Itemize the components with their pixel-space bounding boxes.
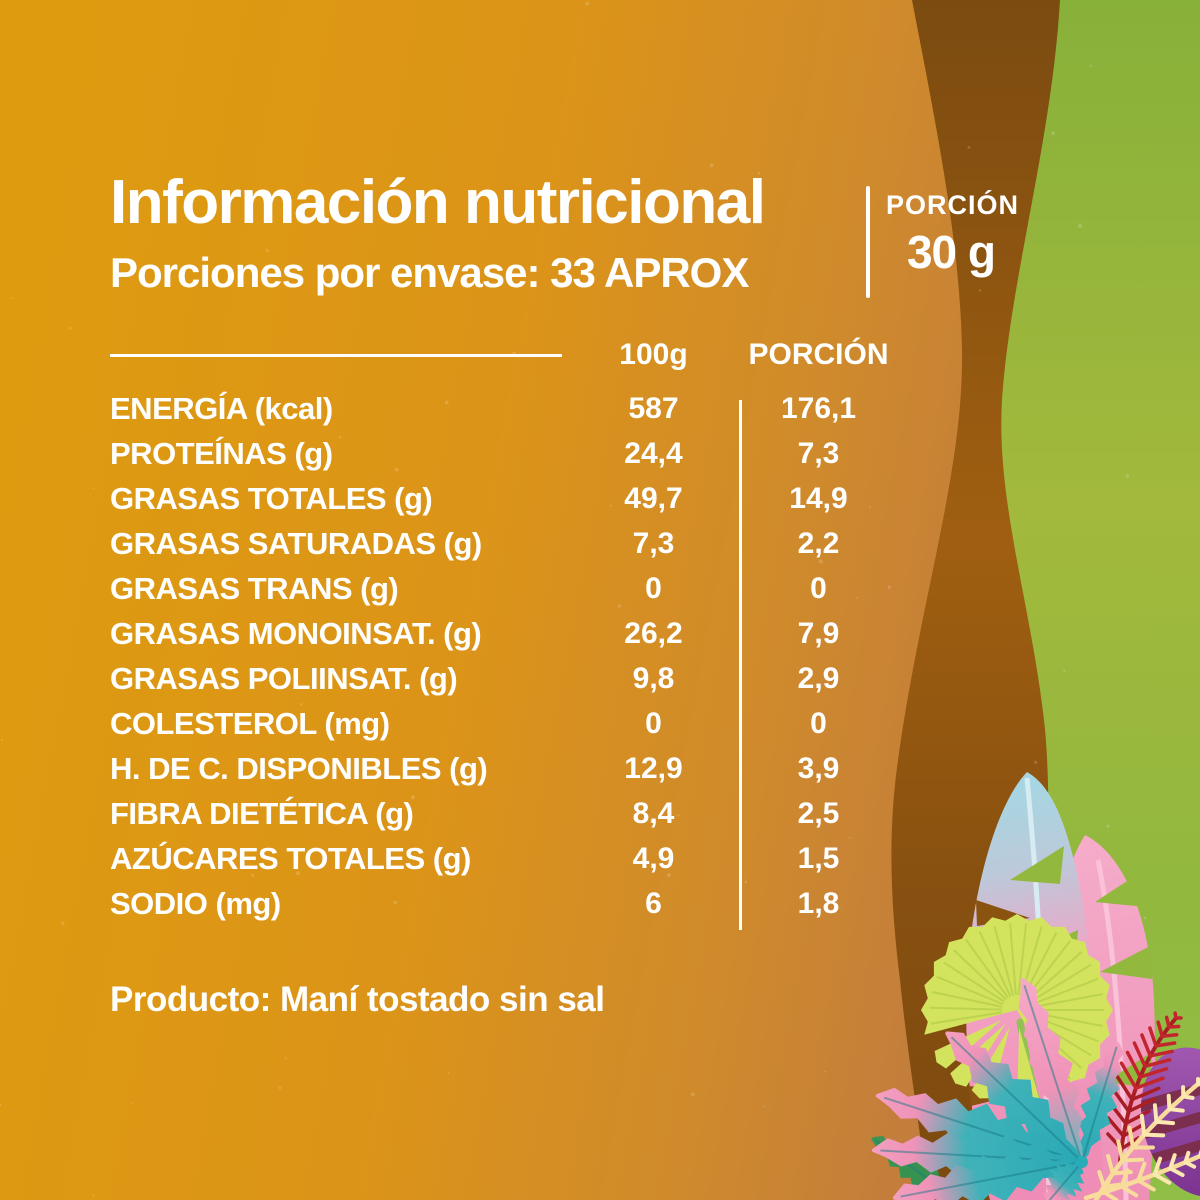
value-portion: 7,9 (797, 616, 840, 650)
value-portion: 3,9 (797, 751, 840, 785)
header-rule (110, 354, 562, 357)
column-header-portion: PORCIÓN (748, 337, 889, 371)
tropical-leaves-illustration (871, 772, 1200, 1200)
value-portion: 2,2 (797, 526, 840, 560)
value-100g: 24,4 (624, 436, 683, 470)
nutrient-label: COLESTEROL (mg) (110, 705, 390, 741)
value-portion: 7,3 (797, 436, 840, 470)
nutrient-label: GRASAS SATURADAS (g) (110, 525, 482, 561)
value-100g: 49,7 (624, 481, 683, 515)
value-100g: 587 (628, 391, 679, 425)
value-portion: 14,9 (789, 481, 848, 515)
servings-per-package: Porciones por envase: 33 APROX (110, 249, 749, 296)
value-100g: 6 (645, 886, 662, 920)
nutrient-label: GRASAS MONOINSAT. (g) (110, 615, 482, 651)
product-name: Producto: Maní tostado sin sal (110, 980, 605, 1019)
value-portion: 2,5 (797, 796, 840, 830)
nutrient-label: AZÚCARES TOTALES (g) (110, 840, 471, 876)
value-100g: 4,9 (632, 841, 675, 875)
table-row: PROTEÍNAS (g) 24,4 7,3 (110, 431, 900, 476)
nutrition-table: 100g PORCIÓN ENERGÍA (kcal) 587 176,1 PROTE… (110, 332, 900, 930)
value-100g: 9,8 (632, 661, 675, 695)
table-row: COLESTEROL (mg) 0 0 (110, 701, 900, 746)
nutrient-label: ENERGÍA (kcal) (110, 390, 333, 426)
value-portion: 1,5 (797, 841, 840, 875)
table-row: FIBRA DIETÉTICA (g) 8,4 2,5 (110, 791, 900, 836)
value-100g: 26,2 (624, 616, 683, 650)
table-row: SODIO (mg) 6 1,8 (110, 881, 900, 926)
value-portion: 2,9 (797, 661, 840, 695)
nutrient-label: GRASAS TRANS (g) (110, 570, 399, 606)
value-portion: 0 (810, 571, 827, 605)
table-row: GRASAS TRANS (g) 0 0 (110, 566, 900, 611)
nutrient-label: GRASAS TOTALES (g) (110, 480, 433, 516)
nutrient-label: H. DE C. DISPONIBLES (g) (110, 750, 488, 786)
nutrient-label: FIBRA DIETÉTICA (g) (110, 795, 414, 831)
portion-size-value: 30 g (906, 226, 996, 278)
column-separator-line (739, 400, 742, 930)
nutrient-label: PROTEÍNAS (g) (110, 435, 333, 471)
table-row: GRASAS MONOINSAT. (g) 26,2 7,9 (110, 611, 900, 656)
portion-divider-line (866, 186, 870, 298)
table-row: H. DE C. DISPONIBLES (g) 12,9 3,9 (110, 746, 900, 791)
column-header-100g: 100g (619, 337, 688, 371)
portion-info: PORCIÓN 30 g (886, 190, 1020, 278)
value-100g: 0 (645, 706, 662, 740)
value-100g: 12,9 (624, 751, 683, 785)
value-100g: 0 (645, 571, 662, 605)
value-100g: 7,3 (632, 526, 675, 560)
table-row: AZÚCARES TOTALES (g) 4,9 1,5 (110, 836, 900, 881)
value-portion: 0 (810, 706, 827, 740)
value-portion: 1,8 (797, 886, 840, 920)
plants-front (871, 977, 1200, 1200)
table-header-row: 100g PORCIÓN (110, 332, 900, 377)
table-row: ENERGÍA (kcal) 587 176,1 (110, 386, 900, 431)
portion-header: PORCIÓN (886, 190, 1020, 220)
nutrient-label: SODIO (mg) (110, 885, 281, 921)
table-row: GRASAS SATURADAS (g) 7,3 2,2 (110, 521, 900, 566)
value-100g: 8,4 (632, 796, 675, 830)
nutrient-label: GRASAS POLIINSAT. (g) (110, 660, 458, 696)
table-row: GRASAS TOTALES (g) 49,7 14,9 (110, 476, 900, 521)
table-row: GRASAS POLIINSAT. (g) 9,8 2,9 (110, 656, 900, 701)
table-body: ENERGÍA (kcal) 587 176,1 PROTEÍNAS (g) 24,4 7… (110, 386, 900, 926)
page-title: Información nutricional (110, 168, 766, 237)
value-portion: 176,1 (780, 391, 857, 425)
